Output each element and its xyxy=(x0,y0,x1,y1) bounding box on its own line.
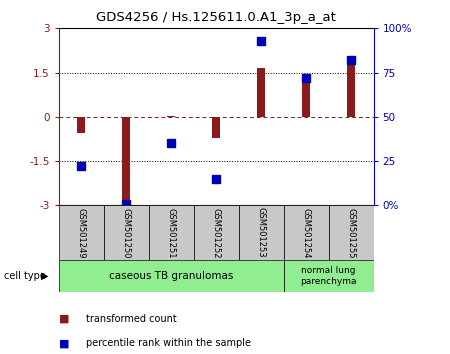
Bar xyxy=(167,116,175,117)
Text: transformed count: transformed count xyxy=(86,314,176,324)
Text: ■: ■ xyxy=(58,314,69,324)
Text: caseous TB granulomas: caseous TB granulomas xyxy=(109,271,233,281)
Text: GSM501249: GSM501249 xyxy=(76,207,86,258)
Text: cell type: cell type xyxy=(4,271,46,281)
Bar xyxy=(284,260,374,292)
Bar xyxy=(58,205,104,260)
Bar xyxy=(58,260,284,292)
Bar xyxy=(77,117,85,133)
Bar xyxy=(257,68,265,117)
Bar xyxy=(302,74,310,117)
Text: GSM501251: GSM501251 xyxy=(166,207,176,258)
Text: GSM501252: GSM501252 xyxy=(212,207,220,258)
Bar xyxy=(212,117,220,138)
Bar xyxy=(328,205,374,260)
Text: GSM501250: GSM501250 xyxy=(122,207,130,258)
Bar xyxy=(122,117,130,204)
Point xyxy=(122,201,130,206)
Bar xyxy=(238,205,284,260)
Point xyxy=(302,75,310,81)
Bar xyxy=(104,205,148,260)
Point xyxy=(212,176,220,182)
Bar xyxy=(194,205,238,260)
Point xyxy=(347,57,355,63)
Text: ▶: ▶ xyxy=(40,271,48,281)
Text: GSM501254: GSM501254 xyxy=(302,207,310,258)
Point xyxy=(167,141,175,146)
Text: ■: ■ xyxy=(58,338,69,348)
Text: normal lung
parenchyma: normal lung parenchyma xyxy=(300,266,357,286)
Text: GSM501253: GSM501253 xyxy=(256,207,266,258)
Bar xyxy=(284,205,328,260)
Bar xyxy=(148,205,194,260)
Bar xyxy=(347,64,355,117)
Title: GDS4256 / Hs.125611.0.A1_3p_a_at: GDS4256 / Hs.125611.0.A1_3p_a_at xyxy=(96,11,336,24)
Point xyxy=(257,38,265,44)
Text: percentile rank within the sample: percentile rank within the sample xyxy=(86,338,251,348)
Point xyxy=(77,164,85,169)
Text: GSM501255: GSM501255 xyxy=(346,207,356,258)
